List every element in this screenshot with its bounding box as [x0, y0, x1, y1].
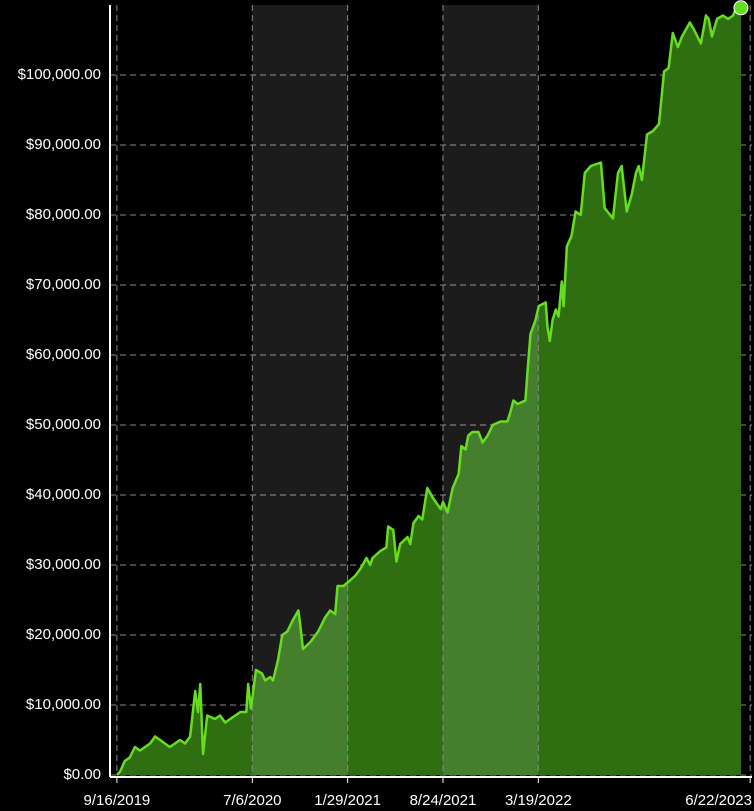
y-tick-label: $40,000.00 — [26, 486, 101, 503]
y-tick-label: $50,000.00 — [26, 416, 101, 433]
x-tick-label: 1/29/2021 — [314, 792, 381, 809]
y-tick-label: $100,000.00 — [18, 66, 101, 83]
y-tick-label: $0.00 — [63, 766, 101, 783]
x-tick-label: 3/19/2022 — [505, 792, 572, 809]
y-tick-label: $10,000.00 — [26, 696, 101, 713]
last-point — [733, 0, 749, 16]
y-tick-label: $20,000.00 — [26, 626, 101, 643]
x-tick-label: 7/6/2020 — [223, 792, 281, 809]
area — [116, 7, 741, 776]
x-tick-label: 6/22/2023 — [685, 792, 752, 809]
shaded-band — [252, 5, 348, 775]
y-tick-label: $30,000.00 — [26, 556, 101, 573]
x-tick-label: 9/16/2019 — [84, 792, 151, 809]
line — [115, 6, 742, 776]
shaded-band — [442, 5, 539, 775]
y-tick-label: $80,000.00 — [26, 206, 101, 223]
x-tick-label: 8/24/2021 — [410, 792, 477, 809]
y-tick-label: $60,000.00 — [26, 346, 101, 363]
y-tick-label: $70,000.00 — [26, 276, 101, 293]
y-tick-label: $90,000.00 — [26, 136, 101, 153]
